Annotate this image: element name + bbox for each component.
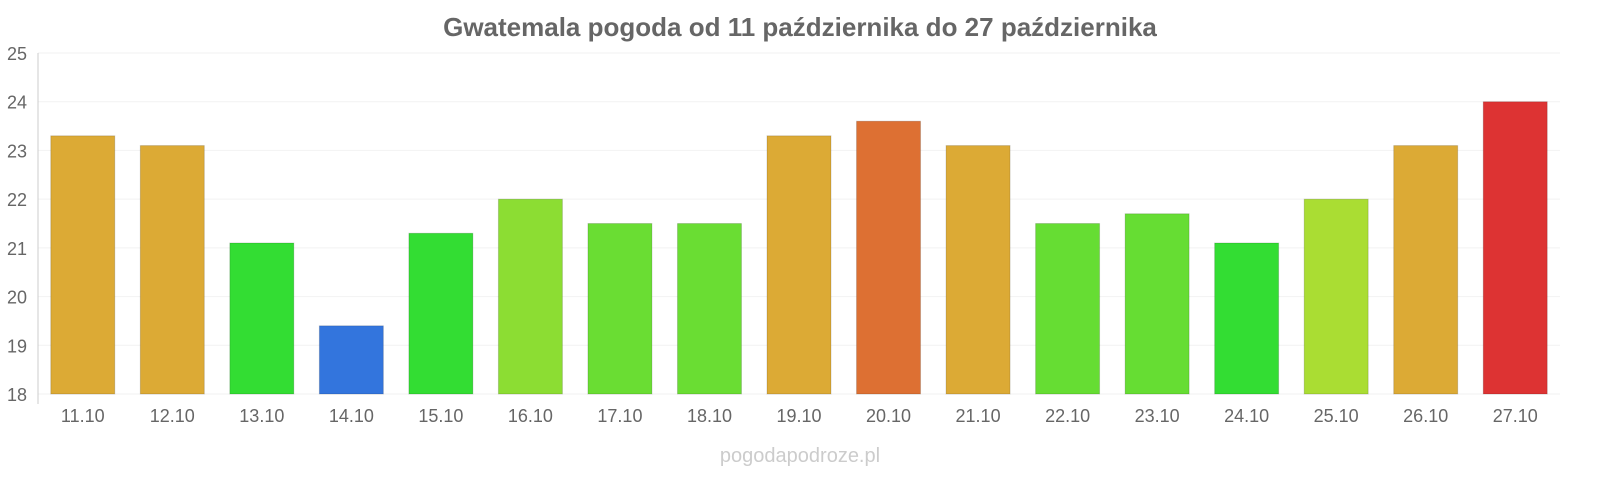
- bar-11.10: [50, 135, 116, 395]
- y-tick-label: 18: [7, 385, 27, 405]
- bar-18.10: [676, 223, 742, 395]
- bar-26.10: [1393, 145, 1459, 395]
- y-tick-label: 23: [7, 141, 27, 161]
- y-tick-label: 21: [7, 239, 27, 259]
- bar-15.10: [408, 232, 474, 395]
- bar-21.10: [945, 145, 1011, 395]
- bar-12.10: [139, 145, 205, 395]
- bars: [50, 101, 1548, 395]
- bar-19.10: [766, 135, 832, 395]
- bar-20.10: [856, 120, 922, 395]
- x-tick-label: 19.10: [776, 406, 821, 426]
- chart-title: Gwatemala pogoda od 11 października do 2…: [443, 12, 1157, 42]
- x-tick-label: 22.10: [1045, 406, 1090, 426]
- y-tick-label: 22: [7, 190, 27, 210]
- bar-23.10: [1124, 213, 1190, 395]
- x-tick-label: 24.10: [1224, 406, 1269, 426]
- bar-24.10: [1214, 242, 1280, 395]
- y-tick-label: 20: [7, 288, 27, 308]
- bar-17.10: [587, 223, 653, 395]
- bar-16.10: [497, 198, 563, 395]
- x-tick-label: 20.10: [866, 406, 911, 426]
- x-tick-label: 25.10: [1314, 406, 1359, 426]
- x-tick-label: 12.10: [150, 406, 195, 426]
- x-tick-label: 26.10: [1403, 406, 1448, 426]
- watermark: pogodapodroze.pl: [720, 445, 880, 467]
- x-tick-label: 13.10: [239, 406, 284, 426]
- x-tick-label: 17.10: [597, 406, 642, 426]
- x-tick-label: 15.10: [418, 406, 463, 426]
- bar-27.10: [1482, 101, 1548, 395]
- x-tick-label: 27.10: [1493, 406, 1538, 426]
- x-tick-label: 23.10: [1135, 406, 1180, 426]
- bar-22.10: [1035, 223, 1101, 395]
- x-tick-label: 11.10: [61, 406, 105, 426]
- x-tick-label: 14.10: [329, 406, 374, 426]
- bar-13.10: [229, 242, 295, 395]
- x-tick-label: 21.10: [956, 406, 1001, 426]
- y-tick-label: 19: [7, 336, 27, 356]
- bar-25.10: [1303, 198, 1369, 395]
- y-tick-label: 25: [7, 44, 27, 64]
- y-axis: 18 19 20 21 22 23 24 25: [7, 44, 39, 405]
- y-tick-label: 24: [7, 93, 27, 113]
- x-tick-label: 18.10: [687, 406, 732, 426]
- bar-14.10: [318, 325, 384, 395]
- x-axis: 11.10 12.10 13.10 14.10 15.10 16.10 17.10 18.10…: [61, 406, 1538, 426]
- x-tick-label: 16.10: [508, 406, 553, 426]
